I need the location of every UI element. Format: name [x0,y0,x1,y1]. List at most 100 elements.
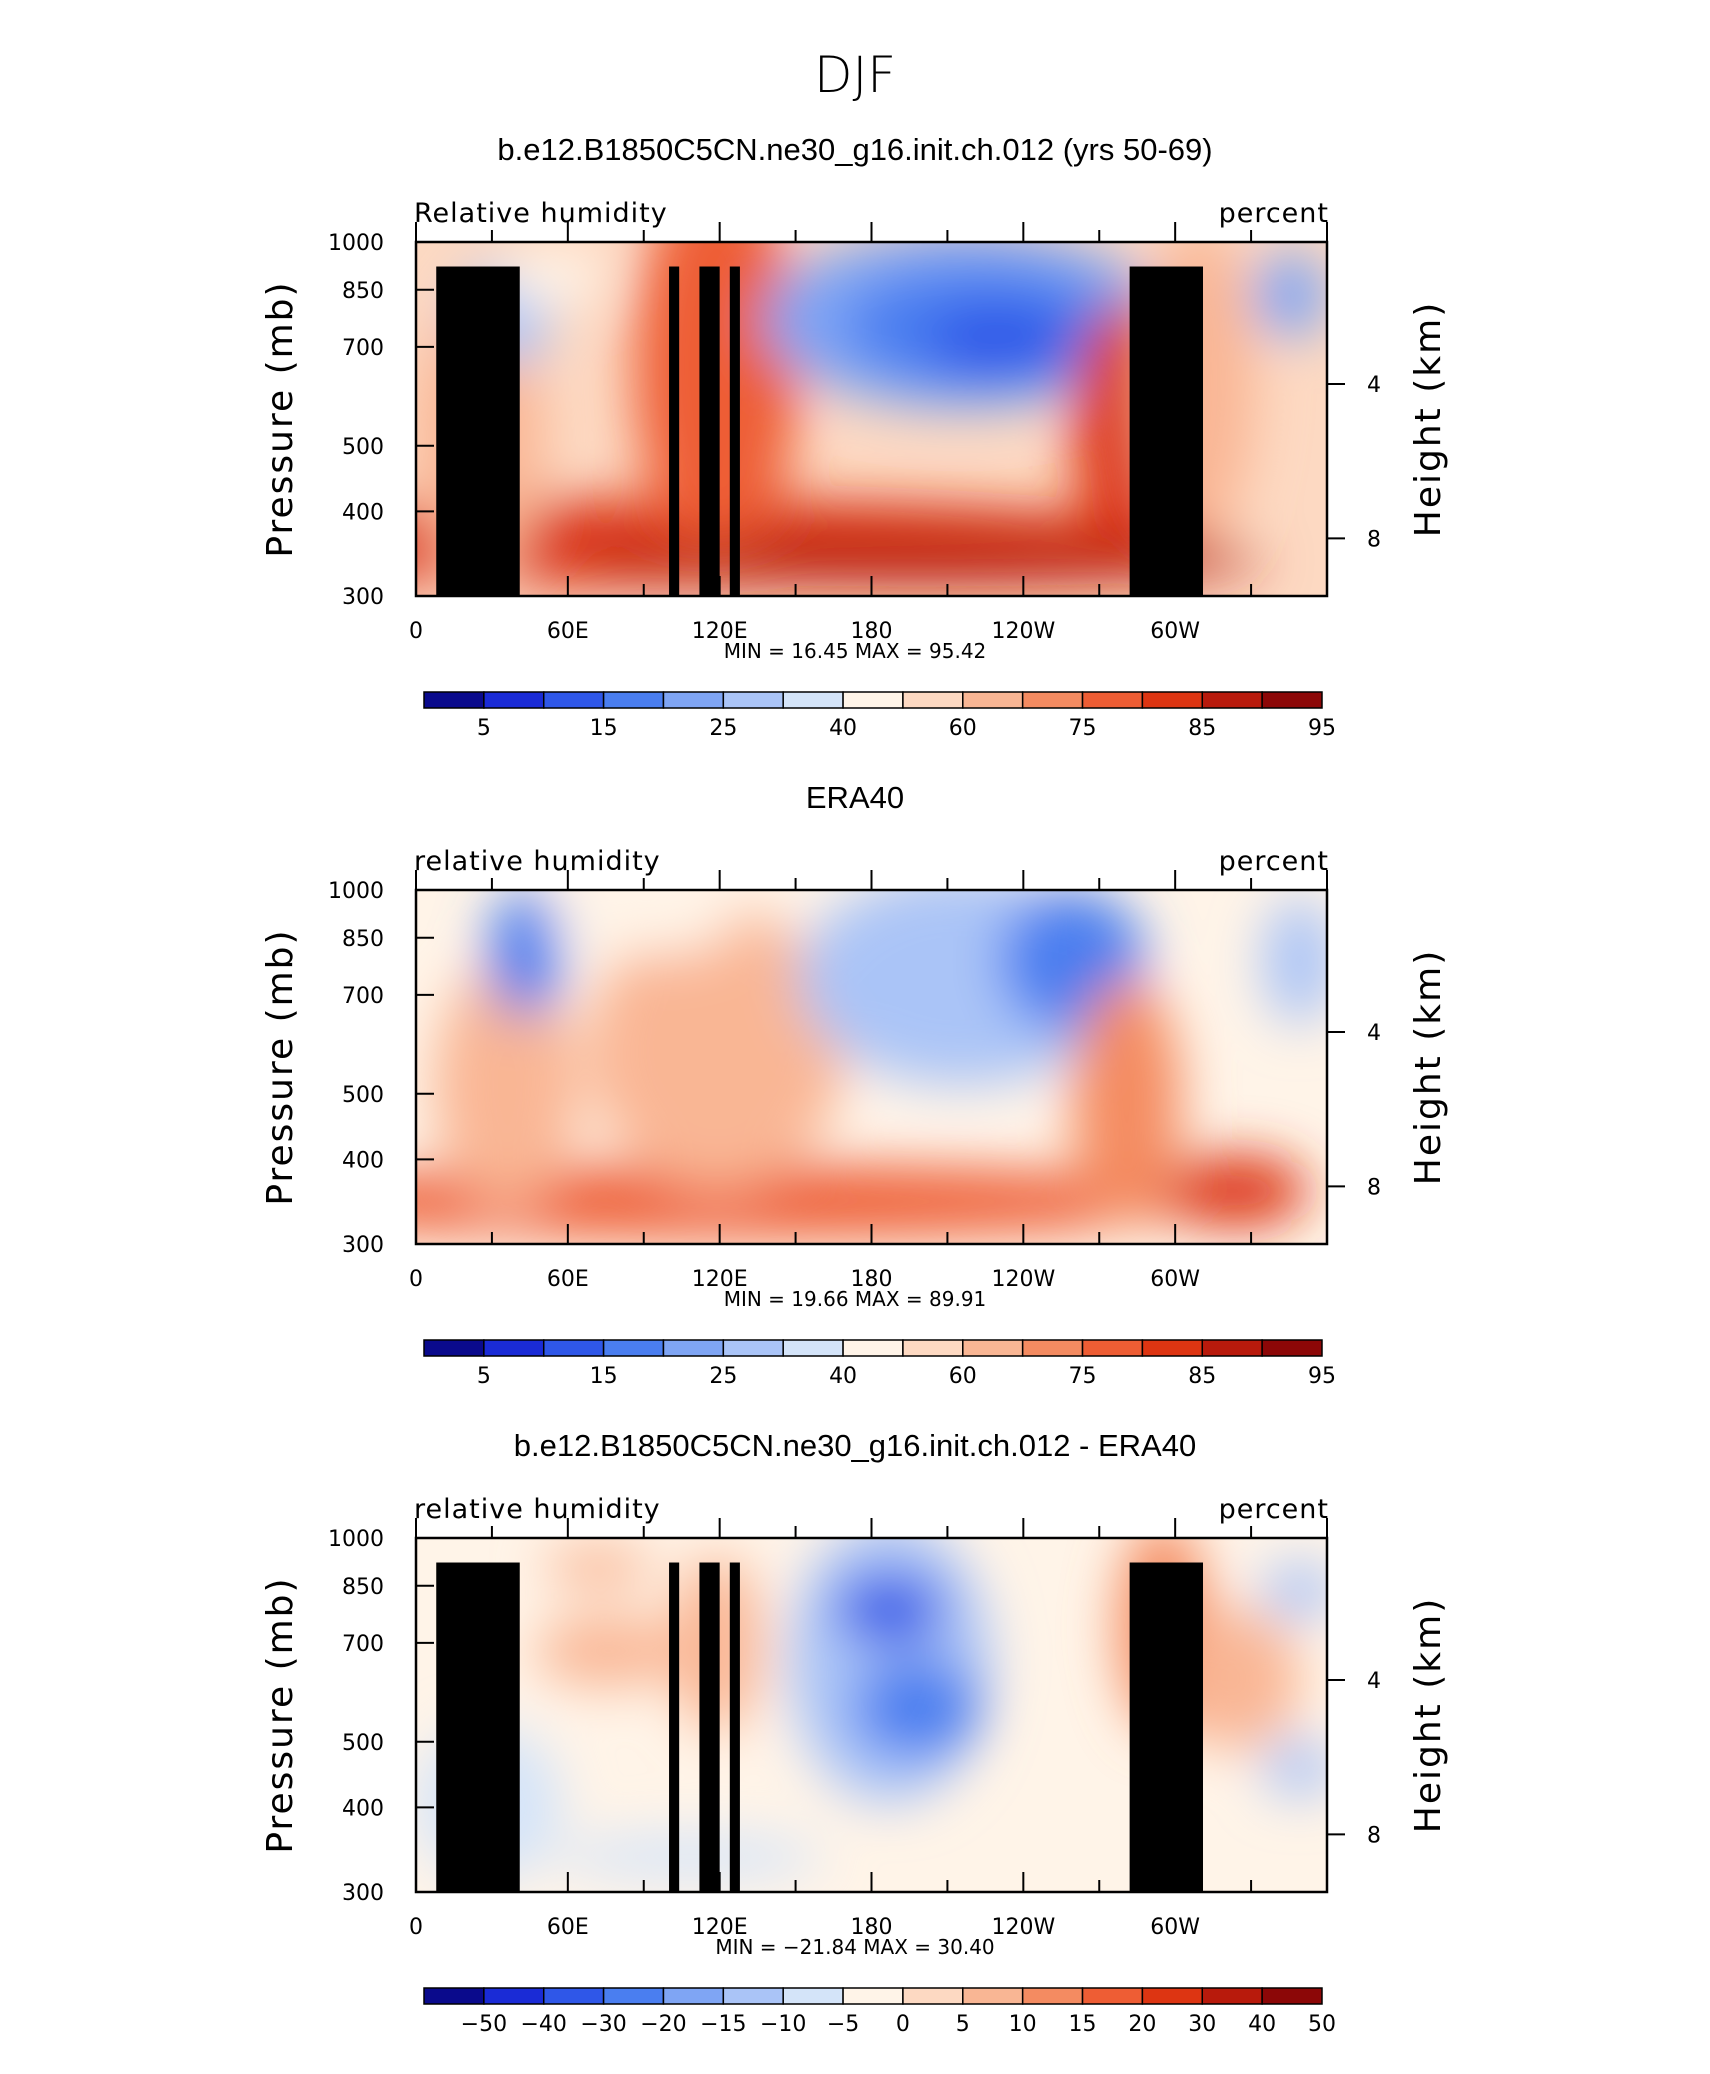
right-string: percent [1219,198,1329,229]
figure-title: DJF [814,46,896,104]
colorbar-box [483,1987,545,2005]
colorbar-label: −10 [760,2012,806,2037]
y2-axis-label: Height (km) [1408,301,1449,537]
colorbar-box [542,1987,605,2005]
contour-region [789,1538,990,1804]
colorbar-label: 85 [1188,716,1216,741]
colorbar-box [1021,1339,1084,1357]
colorbar-box [1021,1987,1084,2005]
colorbar-box [962,691,1024,709]
y-tick-label: 500 [342,435,384,460]
colorbar-box [722,691,784,709]
left-string: Relative humidity [414,198,668,229]
y-axis-label: Pressure (mb) [260,1576,301,1853]
y2-axis-label: Height (km) [1408,1597,1449,1833]
y-axis-label: Pressure (mb) [260,928,301,1205]
contour-region [1254,252,1327,338]
terrain-block [729,266,740,596]
colorbar-box [1201,1987,1263,2005]
colorbar-box [1201,1339,1263,1357]
x-tick-label: 60E [547,619,589,644]
colorbar-label: 30 [1188,2012,1216,2037]
colorbar-box [1081,1987,1144,2005]
colorbar-box [602,1987,665,2005]
colorbar: −50 −40 −30 −20 −15 −10 −5 0 5 10 15 20 30 40 50 [423,1987,1336,2037]
colorbar-label: 15 [590,716,618,741]
colorbar-label: 5 [956,2012,970,2037]
colorbar-label: 95 [1308,716,1336,741]
contour-region [926,305,1072,377]
left-string: relative humidity [414,846,661,877]
colorbar-label: 0 [896,2012,910,2037]
y-tick-label: 1000 [328,231,384,256]
x-tick-label: 180 [851,1915,893,1940]
contour-region [1071,978,1182,1227]
colorbar-box [722,1987,784,2005]
colorbar-box [662,1339,725,1357]
y-tick-label: 400 [342,500,384,525]
colorbar-box [1201,691,1263,709]
contour-region [552,1835,826,1878]
y-tick-label: 300 [342,1233,384,1258]
y-tick-label: 700 [342,336,384,361]
colorbar-box [662,691,725,709]
colorbar-label: 5 [477,716,491,741]
colorbar-box [1081,1339,1144,1357]
x-tick-label: 0 [409,619,423,644]
colorbar-box [423,691,485,709]
panel-title: b.e12.B1850C5CN.ne30_g16.init.ch.012 (yr… [497,132,1212,167]
contour-region [853,1658,981,1758]
colorbar-label: −15 [700,2012,746,2037]
contour-region [543,1545,653,1588]
contour-region [1263,1739,1327,1797]
contour-region [1163,1155,1309,1227]
y2-tick-label: 4 [1367,1021,1381,1046]
colorbar-label: 15 [1069,2012,1097,2037]
y2-tick-label: 8 [1367,527,1381,552]
terrain-block [1129,266,1204,596]
colorbar-box [962,1339,1024,1357]
contour-region [497,249,608,306]
colorbar: 5 15 25 40 60 75 85 95 [423,1339,1336,1389]
y-tick-label: 300 [342,1881,384,1906]
x-tick-label: 120W [991,1267,1055,1292]
left-string: relative humidity [414,1494,661,1525]
colorbar-box [722,1339,784,1357]
colorbar-box [902,1987,964,2005]
colorbar-box [842,691,904,709]
x-tick-label: 120E [692,619,748,644]
contour-region [416,1166,1236,1237]
colorbar: 5 15 25 40 60 75 85 95 [423,691,1336,741]
x-tick-label: 60E [547,1915,589,1940]
colorbar-label: 5 [477,1364,491,1389]
colorbar-label: 50 [1308,2012,1336,2037]
min-max-label: MIN = −21.84 MAX = 30.40 [715,1935,994,1959]
y-tick-label: 500 [342,1083,384,1108]
colorbar-label: 40 [829,1364,857,1389]
colorbar-box [902,1339,964,1357]
x-tick-label: 120E [692,1915,748,1940]
y-tick-label: 400 [342,1148,384,1173]
panel-title: ERA40 [806,780,904,815]
y-tick-label: 400 [342,1796,384,1821]
colorbar-label: 15 [590,1364,618,1389]
y2-tick-label: 4 [1367,373,1381,398]
terrain-block [699,1562,720,1892]
colorbar-label: 60 [949,716,977,741]
colorbar-label: 85 [1188,1364,1216,1389]
colorbar-label: 60 [949,1364,977,1389]
colorbar-box [1021,691,1084,709]
x-tick-label: 120W [991,619,1055,644]
contour-region [570,535,1264,586]
colorbar-box [602,691,665,709]
y-tick-label: 850 [342,1575,384,1600]
colorbar-box [782,1987,844,2005]
right-string: percent [1219,846,1329,877]
colorbar-box [542,1339,605,1357]
y-tick-label: 1000 [328,1527,384,1552]
x-tick-label: 180 [851,1267,893,1292]
colorbar-label: 40 [829,716,857,741]
y-tick-label: 300 [342,585,384,610]
y2-axis-label: Height (km) [1408,949,1449,1185]
